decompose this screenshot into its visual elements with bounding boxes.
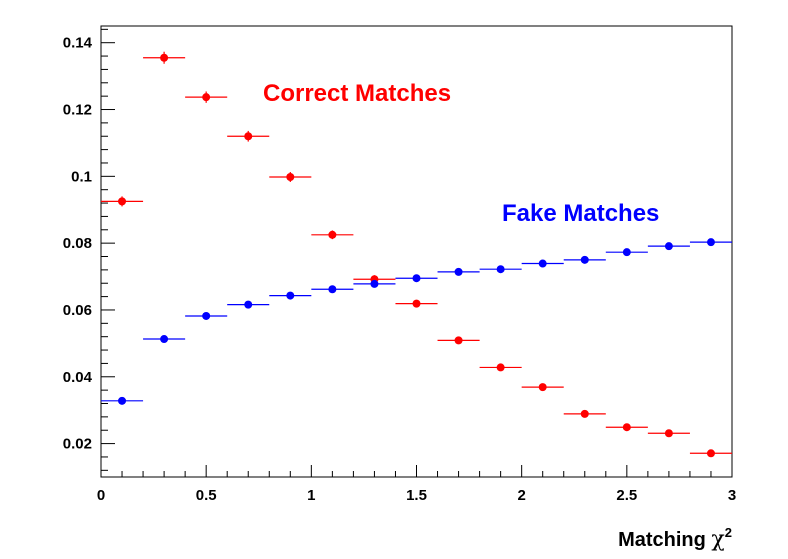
x-tick-label: 2 [517,487,525,504]
x-axis: 0 0.5 1 1.5 2 2.5 3 [97,465,736,504]
data-point [202,311,211,320]
data-point [622,423,631,432]
data-point [664,429,673,438]
data-point [118,197,127,206]
data-point [412,274,421,283]
data-point [622,248,631,257]
data-point [160,53,169,62]
x-axis-title-main: Matching [618,529,711,551]
series-correct-matches [101,51,732,458]
data-point [328,230,337,239]
data-point [496,265,505,274]
x-tick-label: 1 [307,487,315,504]
series-label-fake-matches: Fake Matches [502,200,659,227]
x-axis-title: Matching χ2 [618,525,732,552]
data-point [244,300,253,309]
data-point [118,396,127,405]
data-point [412,299,421,308]
data-point [496,363,505,372]
data-point [538,259,547,268]
y-tick-label: 0.04 [63,369,93,386]
y-tick-label: 0.06 [63,302,92,319]
x-axis-title-superscript: 2 [725,525,732,540]
data-point [706,238,715,247]
data-point [706,449,715,458]
x-tick-label: 0 [97,487,105,504]
x-tick-label: 1.5 [406,487,427,504]
data-point [454,267,463,276]
series-layer [101,51,732,458]
x-axis-title-symbol: χ [711,527,724,552]
data-point [370,279,379,288]
data-point [538,383,547,392]
data-point [286,173,295,182]
y-tick-label: 0.02 [63,436,92,453]
y-tick-label: 0.1 [71,168,92,185]
y-tick-label: 0.12 [63,102,92,119]
data-point [202,93,211,102]
x-tick-label: 3 [728,487,736,504]
series-label-correct-matches: Correct Matches [263,80,451,107]
y-axis: 0.02 0.04 0.06 0.08 0.1 0.12 0.14 [63,28,115,471]
data-point [454,336,463,345]
data-point [664,242,673,251]
series-fake-matches [101,238,732,405]
data-point [580,409,589,418]
data-point [580,255,589,264]
data-point [328,285,337,294]
y-tick-label: 0.08 [63,235,92,252]
y-tick-label: 0.14 [63,35,93,52]
x-tick-label: 0.5 [196,487,217,504]
data-point [160,335,169,344]
x-tick-label: 2.5 [616,487,637,504]
data-point [286,291,295,300]
data-point [244,132,253,141]
